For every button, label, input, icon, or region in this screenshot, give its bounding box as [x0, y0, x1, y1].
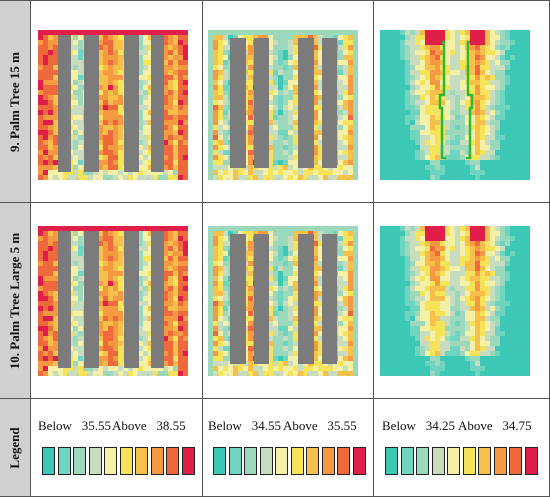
legend-swatch [73, 447, 86, 475]
legend-swatch [462, 447, 476, 475]
heatmap-svg [379, 226, 531, 377]
legend-swatch [244, 447, 257, 475]
heatmap-panel [37, 30, 189, 181]
legend-swatch [150, 447, 164, 475]
legend-swatch [337, 447, 350, 475]
heatmap-panel [37, 226, 189, 377]
legend-swatch [181, 447, 195, 475]
heatmap-panel [207, 226, 359, 377]
heatmap-svg [37, 30, 189, 181]
legend-swatch [306, 447, 319, 475]
grid-line [30, 0, 31, 497]
legend-swatch [321, 447, 335, 475]
heatmap-svg [379, 30, 531, 181]
legend-swatch [104, 447, 117, 475]
legend-below-label: Below 34.25 [382, 418, 455, 433]
grid-line [0, 0, 550, 1]
legend-swatch [478, 447, 491, 475]
legend-swatch [88, 447, 102, 475]
legend-swatch [290, 447, 304, 475]
row-label-cell: Legend [0, 399, 30, 496]
heatmap-svg [207, 226, 359, 377]
legend-above-label: Above 34.75 [458, 418, 532, 433]
legend-swatch [509, 447, 522, 475]
legend-above-label: Above 38.55 [112, 418, 186, 433]
row-label: 10. Palm Tree Large 5 m [7, 232, 22, 369]
legend-swatch [447, 447, 460, 475]
grid-line [0, 202, 550, 203]
row-label: Legend [7, 426, 22, 469]
legend-below-label: Below 35.55 [38, 418, 111, 433]
legend-below-label: Below 34.55 [208, 418, 281, 433]
legend-swatch [42, 447, 55, 475]
legend-swatch [228, 447, 242, 475]
legend-swatch [385, 447, 398, 475]
legend-swatch [119, 447, 133, 475]
legend-swatch [57, 447, 71, 475]
legend-swatch [213, 447, 226, 475]
heatmap-svg [37, 226, 189, 377]
legend-swatch [166, 447, 179, 475]
legend-above-label: Above 35.55 [283, 418, 357, 433]
legend-swatch [352, 447, 366, 475]
legend-swatch [400, 447, 414, 475]
grid-line [373, 0, 374, 497]
legend-swatch [493, 447, 507, 475]
heatmap-panel [207, 30, 359, 181]
grid-line [0, 398, 550, 399]
legend-swatch [275, 447, 288, 475]
row-label-cell: 10. Palm Tree Large 5 m [0, 203, 30, 398]
legend-swatch [416, 447, 429, 475]
legend-swatch [135, 447, 148, 475]
heatmap-panel [379, 30, 531, 181]
grid-line [202, 0, 203, 497]
legend-swatch [431, 447, 445, 475]
heatmap-panel [379, 226, 531, 377]
row-label-cell: 9. Palm Tree 15 m [0, 1, 30, 202]
legend-swatch [259, 447, 273, 475]
heatmap-svg [207, 30, 359, 181]
row-label: 9. Palm Tree 15 m [7, 51, 22, 152]
legend-swatch [524, 447, 538, 475]
